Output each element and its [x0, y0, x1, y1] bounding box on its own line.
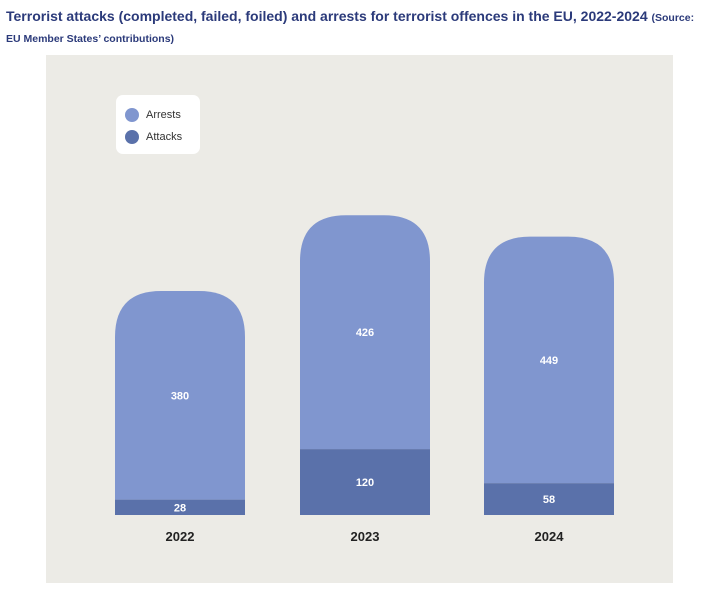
legend-label-arrests: Arrests — [146, 109, 181, 121]
legend-swatch-arrests — [125, 108, 139, 122]
bar-attacks-2023 — [300, 449, 430, 515]
legend-label-attacks: Attacks — [146, 131, 183, 143]
data-label-arrests-2022: 380 — [171, 390, 189, 402]
bar-attacks-2022 — [115, 499, 245, 515]
chart-source: (Source: EU Member States’ contributions… — [6, 12, 695, 45]
data-label-attacks-2022: 28 — [174, 502, 186, 514]
data-label-arrests-2023: 426 — [356, 327, 374, 339]
bar-attacks-2024 — [484, 483, 614, 515]
data-label-attacks-2024: 58 — [543, 494, 555, 506]
data-label-arrests-2024: 449 — [540, 355, 558, 367]
bar-arrests-2023 — [300, 215, 430, 450]
chart-title: Terrorist attacks (completed, failed, fo… — [6, 7, 711, 49]
chart-title-main: Terrorist attacks (completed, failed, fo… — [6, 8, 648, 24]
data-label-attacks-2023: 120 — [356, 477, 374, 489]
bar-arrests-2022 — [115, 291, 245, 500]
chart-legend: Arrests Attacks — [116, 95, 200, 154]
x-tick-label-2023: 2023 — [351, 529, 380, 544]
legend-swatch-attacks — [125, 130, 139, 144]
legend-item-attacks: Attacks — [125, 129, 182, 145]
legend-item-arrests: Arrests — [125, 107, 181, 123]
x-tick-label-2024: 2024 — [535, 529, 565, 544]
bar-arrests-2024 — [484, 236, 614, 484]
x-tick-label-2022: 2022 — [166, 529, 195, 544]
